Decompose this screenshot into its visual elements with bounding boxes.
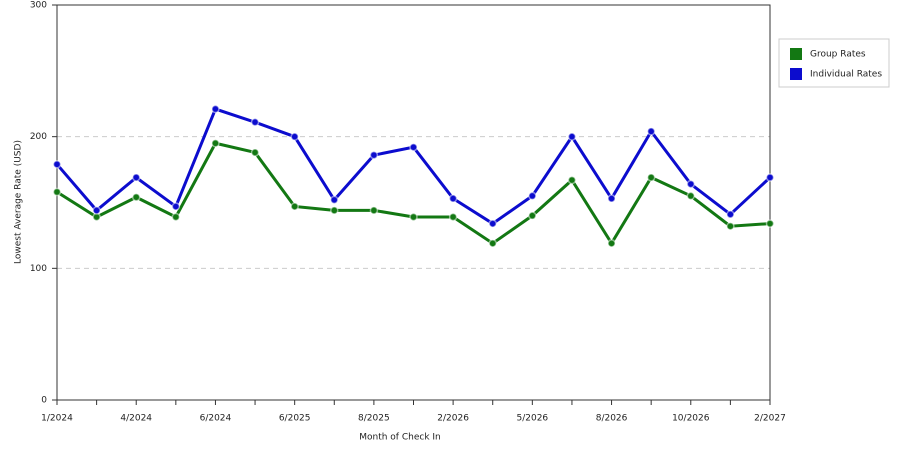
data-point bbox=[52, 160, 62, 169]
x-tick-label: 4/2024 bbox=[120, 414, 152, 424]
data-point bbox=[686, 179, 696, 189]
data-point bbox=[369, 150, 379, 160]
data-point bbox=[211, 139, 220, 148]
data-point bbox=[409, 142, 418, 152]
data-point bbox=[171, 212, 181, 222]
data-point bbox=[726, 221, 735, 231]
data-point bbox=[528, 191, 537, 201]
x-tick-label: 6/2025 bbox=[279, 414, 311, 424]
data-point bbox=[92, 206, 101, 215]
data-point bbox=[488, 239, 497, 248]
data-point bbox=[686, 191, 696, 201]
x-tick-label: 10/2026 bbox=[672, 414, 710, 424]
y-tick-label: 100 bbox=[30, 264, 47, 274]
data-point bbox=[52, 187, 62, 197]
y-tick-label: 300 bbox=[30, 1, 47, 11]
data-point bbox=[290, 132, 299, 141]
x-tick-label: 8/2026 bbox=[596, 414, 628, 424]
data-point bbox=[330, 195, 339, 205]
data-point bbox=[726, 210, 735, 219]
data-point bbox=[131, 173, 141, 182]
x-tick-label: 2/2027 bbox=[754, 414, 786, 424]
y-tick-label: 0 bbox=[41, 396, 47, 406]
data-point bbox=[131, 192, 141, 202]
y-axis-label: Lowest Average Rate (USD) bbox=[14, 140, 24, 264]
data-point bbox=[290, 202, 299, 211]
data-point bbox=[488, 219, 497, 228]
x-tick-label: 6/2024 bbox=[200, 414, 232, 424]
legend-swatch bbox=[790, 48, 802, 60]
data-point bbox=[765, 173, 775, 182]
x-tick-label: 8/2025 bbox=[358, 414, 390, 424]
x-tick-label: 2/2026 bbox=[437, 414, 469, 424]
data-point bbox=[646, 127, 656, 136]
legend-swatch bbox=[790, 68, 802, 80]
data-point bbox=[250, 148, 260, 157]
data-point bbox=[330, 206, 339, 215]
data-point bbox=[765, 219, 775, 228]
plot-frame bbox=[56, 4, 771, 401]
x-axis-label: Month of Check In bbox=[359, 433, 441, 443]
data-point bbox=[409, 212, 418, 222]
data-point bbox=[211, 104, 220, 114]
legend-label: Group Rates bbox=[810, 50, 866, 60]
x-tick-label: 5/2026 bbox=[516, 414, 548, 424]
data-point bbox=[607, 194, 616, 203]
x-tick-label: 1/2024 bbox=[41, 414, 73, 424]
data-point bbox=[171, 202, 181, 211]
y-tick-label: 200 bbox=[30, 132, 47, 142]
data-point bbox=[448, 212, 458, 222]
data-point bbox=[567, 132, 577, 141]
data-point bbox=[528, 211, 537, 220]
legend-label: Individual Rates bbox=[810, 70, 882, 80]
data-point bbox=[567, 175, 577, 185]
data-point bbox=[369, 206, 379, 215]
data-point bbox=[607, 239, 616, 248]
data-point bbox=[646, 173, 656, 182]
series-line bbox=[56, 141, 771, 247]
data-point bbox=[448, 194, 458, 203]
data-point bbox=[250, 117, 260, 127]
series-line bbox=[55, 107, 772, 226]
